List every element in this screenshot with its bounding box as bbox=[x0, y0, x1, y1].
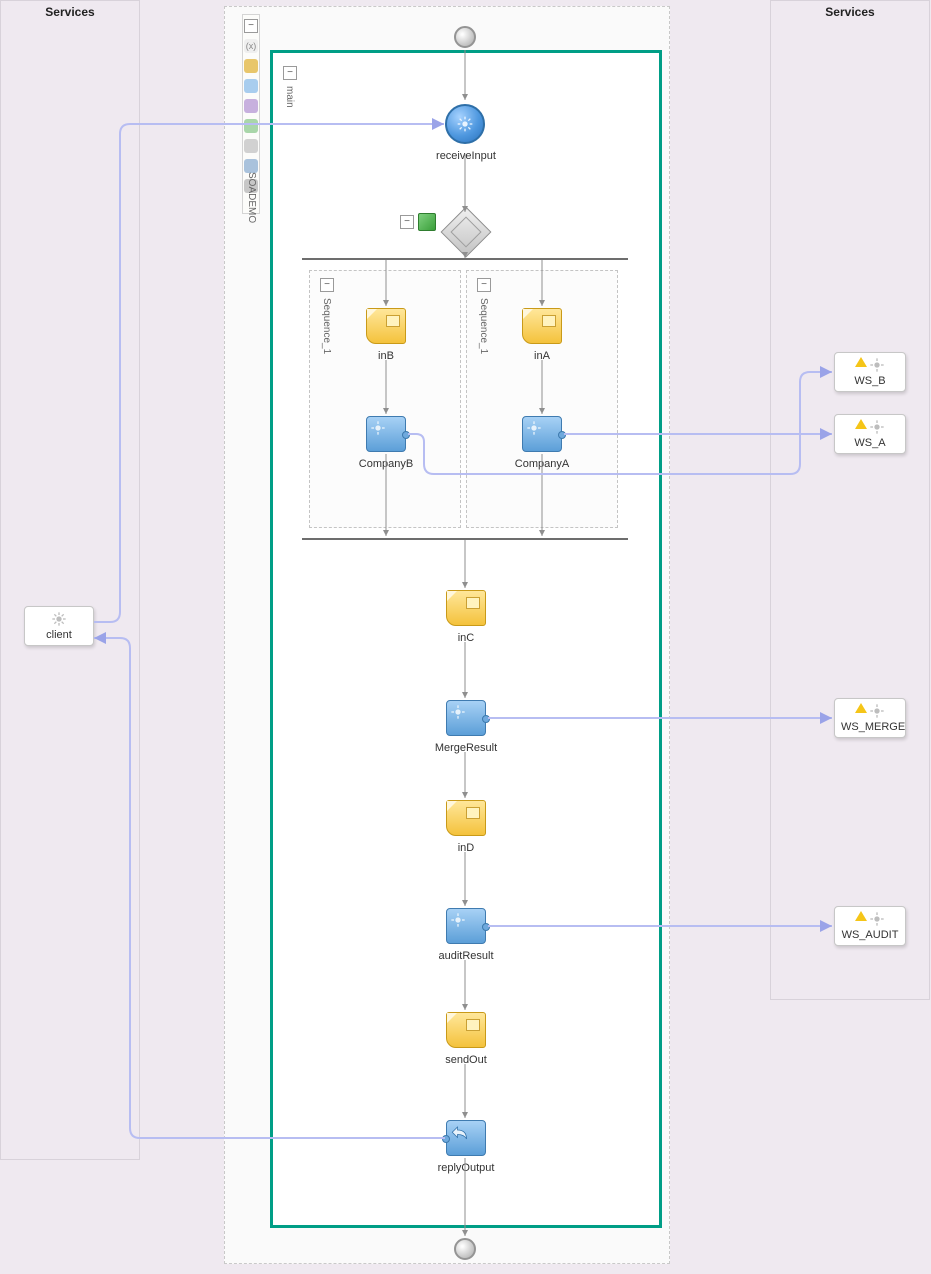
reply-output-node[interactable] bbox=[446, 1120, 486, 1156]
invoke-merge-label: MergeResult bbox=[424, 742, 508, 754]
gateway-badge-icon bbox=[418, 213, 436, 231]
receive-input-node[interactable] bbox=[445, 104, 485, 144]
palette-delete-icon[interactable]: (x) bbox=[244, 39, 258, 53]
invoke-audit-node[interactable] bbox=[446, 908, 486, 944]
main-scope-label: main bbox=[284, 86, 295, 108]
parallel-top-bar bbox=[302, 258, 628, 260]
invoke-merge-node[interactable] bbox=[446, 700, 486, 736]
gateway-collapse-icon[interactable]: − bbox=[400, 215, 414, 229]
palette-icon-1[interactable] bbox=[244, 59, 258, 73]
service-client-label: client bbox=[31, 629, 87, 641]
left-panel-title: Services bbox=[1, 1, 139, 19]
service-wsb[interactable]: WS_B bbox=[834, 352, 906, 392]
palette-icon-6[interactable] bbox=[244, 159, 258, 173]
assign-inc-label: inC bbox=[436, 632, 496, 644]
receive-input-label: receiveInput bbox=[426, 150, 506, 162]
palette-icon-4[interactable] bbox=[244, 119, 258, 133]
port-icon bbox=[442, 1135, 450, 1143]
right-services-panel: Services bbox=[770, 0, 930, 1000]
assign-inc-node[interactable] bbox=[446, 590, 486, 626]
left-services-panel: Services bbox=[0, 0, 140, 1160]
service-wsb-label: WS_B bbox=[841, 375, 899, 387]
gear-icon bbox=[869, 703, 885, 719]
gear-icon bbox=[869, 357, 885, 373]
service-wsaudit-label: WS_AUDIT bbox=[841, 929, 899, 941]
gear-icon bbox=[526, 420, 542, 436]
assign-sendout-node[interactable] bbox=[446, 1012, 486, 1048]
parallel-bottom-bar bbox=[302, 538, 628, 540]
invoke-companyb-label: CompanyB bbox=[350, 458, 422, 470]
port-icon bbox=[402, 431, 410, 439]
invoke-audit-label: auditResult bbox=[424, 950, 508, 962]
service-wsaudit[interactable]: WS_AUDIT bbox=[834, 906, 906, 946]
port-icon bbox=[482, 715, 490, 723]
seq-b-label: Sequence_1 bbox=[321, 298, 332, 354]
end-node-icon[interactable] bbox=[454, 1238, 476, 1260]
palette-collapse-icon[interactable]: − bbox=[244, 19, 258, 33]
warning-icon bbox=[855, 419, 867, 429]
port-icon bbox=[482, 923, 490, 931]
service-wsa-label: WS_A bbox=[841, 437, 899, 449]
gear-icon bbox=[450, 704, 466, 720]
assign-ina-node[interactable] bbox=[522, 308, 562, 344]
gear-icon bbox=[450, 912, 466, 928]
warning-icon bbox=[855, 703, 867, 713]
service-wsa[interactable]: WS_A bbox=[834, 414, 906, 454]
warning-icon bbox=[855, 911, 867, 921]
gear-icon bbox=[457, 116, 473, 132]
gear-icon bbox=[370, 420, 386, 436]
assign-inb-label: inB bbox=[356, 350, 416, 362]
warning-icon bbox=[855, 357, 867, 367]
palette-label: SOADEMO bbox=[246, 172, 257, 223]
start-node-icon[interactable] bbox=[454, 26, 476, 48]
seq-a-collapse-icon[interactable]: − bbox=[477, 278, 491, 292]
assign-sendout-label: sendOut bbox=[430, 1054, 502, 1066]
invoke-companyb-node[interactable] bbox=[366, 416, 406, 452]
seq-a-label: Sequence_1 bbox=[478, 298, 489, 354]
right-panel-title: Services bbox=[771, 1, 929, 19]
service-wsmerge[interactable]: WS_MERGE bbox=[834, 698, 906, 738]
service-client[interactable]: client bbox=[24, 606, 94, 646]
gear-icon bbox=[51, 611, 67, 627]
assign-ind-label: inD bbox=[436, 842, 496, 854]
assign-ind-node[interactable] bbox=[446, 800, 486, 836]
palette-icon-5[interactable] bbox=[244, 139, 258, 153]
gear-icon bbox=[869, 419, 885, 435]
seq-b-collapse-icon[interactable]: − bbox=[320, 278, 334, 292]
assign-ina-label: inA bbox=[512, 350, 572, 362]
assign-inb-node[interactable] bbox=[366, 308, 406, 344]
invoke-companya-node[interactable] bbox=[522, 416, 562, 452]
main-collapse-icon[interactable]: − bbox=[283, 66, 297, 80]
gear-icon bbox=[869, 911, 885, 927]
palette-icon-2[interactable] bbox=[244, 79, 258, 93]
palette-icon-3[interactable] bbox=[244, 99, 258, 113]
reply-output-label: replyOutput bbox=[424, 1162, 508, 1174]
service-wsmerge-label: WS_MERGE bbox=[841, 721, 899, 733]
port-icon bbox=[558, 431, 566, 439]
reply-icon bbox=[450, 1124, 468, 1142]
invoke-companya-label: CompanyA bbox=[506, 458, 578, 470]
